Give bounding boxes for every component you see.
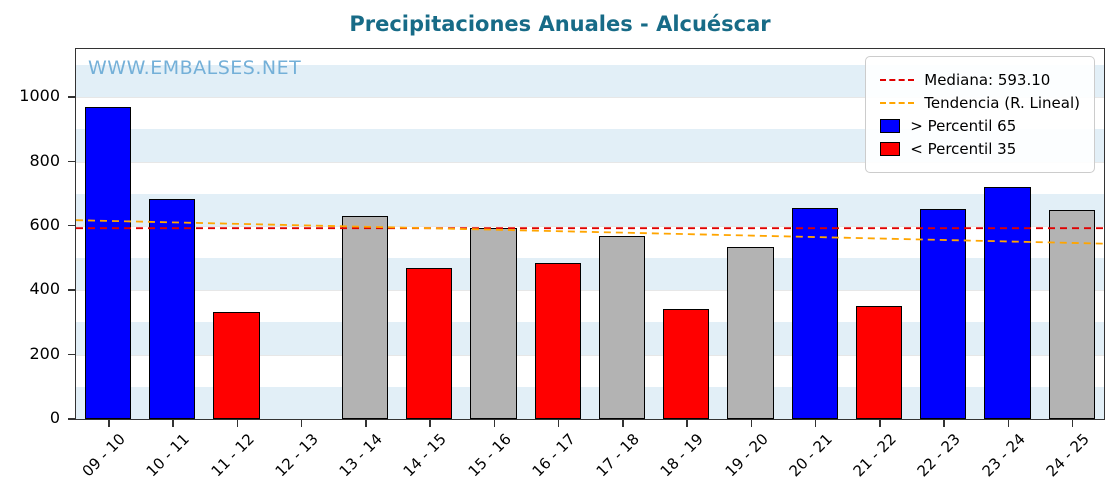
plot-area: WWW.EMBALSES.NET Mediana: 593.10 Tendenc… xyxy=(75,48,1105,420)
watermark: WWW.EMBALSES.NET xyxy=(88,57,302,79)
y-tick-mark xyxy=(68,160,75,163)
x-tick-label: 13 - 14 xyxy=(335,430,386,481)
y-tick-mark xyxy=(68,353,75,356)
bar-13-14 xyxy=(341,216,389,419)
x-tick-label: 10 - 11 xyxy=(142,430,194,481)
x-tick-label: 24 - 25 xyxy=(1042,430,1093,481)
legend-item-trend: Tendencia (R. Lineal) xyxy=(880,94,1080,112)
x-tick-label: 16 - 17 xyxy=(528,430,579,481)
x-tick-mark xyxy=(300,420,303,427)
x-tick-mark xyxy=(943,420,945,427)
x-tick-label: 22 - 23 xyxy=(913,430,965,481)
y-tick-label: 1000 xyxy=(19,86,60,106)
x-tick-label: 20 - 21 xyxy=(785,430,836,481)
legend-label-p35: < Percentil 35 xyxy=(910,140,1017,158)
bar-10-11 xyxy=(149,198,196,419)
bar-22-23 xyxy=(920,209,967,419)
x-tick-label: 23 - 24 xyxy=(978,430,1029,481)
x-tick-label: 18 - 19 xyxy=(656,430,708,481)
bar-19-20 xyxy=(727,246,774,419)
bar-18-19 xyxy=(663,309,710,419)
y-tick-label: 200 xyxy=(29,343,60,363)
y-tick-mark xyxy=(68,96,75,98)
x-tick-mark xyxy=(1071,420,1074,427)
legend-item-p35: < Percentil 35 xyxy=(880,140,1080,158)
legend-label-trend: Tendencia (R. Lineal) xyxy=(924,94,1080,112)
x-tick-mark xyxy=(879,420,881,427)
y-tick-label: 400 xyxy=(29,279,60,299)
bar-11-12 xyxy=(213,312,260,419)
bar-24-25 xyxy=(1048,209,1095,419)
y-tick-label: 800 xyxy=(29,150,60,170)
x-tick-mark xyxy=(108,420,110,427)
y-tick-mark xyxy=(68,289,75,291)
gridline xyxy=(76,97,1104,99)
bar-15-16 xyxy=(470,227,517,419)
legend-label-p65: > Percentil 65 xyxy=(910,117,1017,135)
x-tick-mark xyxy=(686,420,688,427)
x-tick-label: 11 - 12 xyxy=(207,430,258,481)
x-tick-label: 17 - 18 xyxy=(592,430,643,481)
x-tick-label: 15 - 16 xyxy=(464,430,515,481)
y-tick-label: 0 xyxy=(49,408,60,427)
x-tick-mark xyxy=(429,420,431,427)
gridline xyxy=(76,290,1104,292)
legend: Mediana: 593.10 Tendencia (R. Lineal) > … xyxy=(865,56,1095,173)
y-tick-mark xyxy=(68,224,75,227)
x-tick-mark xyxy=(814,420,817,427)
y-tick-label: 600 xyxy=(29,214,60,234)
gridline xyxy=(76,161,1104,163)
bar-17-18 xyxy=(598,235,646,419)
legend-item-median: Mediana: 593.10 xyxy=(880,71,1080,89)
bar-23-24 xyxy=(984,187,1031,419)
y-tick-mark xyxy=(68,418,75,420)
legend-label-median: Mediana: 593.10 xyxy=(924,71,1051,89)
trend-line-sample-icon xyxy=(880,102,915,104)
bar-20-21 xyxy=(791,208,838,419)
bar-16-17 xyxy=(534,262,581,419)
x-tick-mark xyxy=(493,420,496,427)
red-patch-icon xyxy=(880,142,901,156)
x-tick-label: 14 - 15 xyxy=(399,430,451,481)
median-line-sample-icon xyxy=(880,79,915,81)
x-tick-mark xyxy=(750,420,753,427)
x-tick-mark xyxy=(557,420,560,427)
x-tick-mark xyxy=(365,420,367,427)
bar-14-15 xyxy=(406,267,453,419)
bar-09-10 xyxy=(84,106,132,419)
bar-21-22 xyxy=(855,305,903,419)
blue-patch-icon xyxy=(880,119,901,133)
x-tick-label: 09 - 10 xyxy=(78,430,129,481)
x-tick-mark xyxy=(1007,420,1010,427)
x-tick-label: 12 - 13 xyxy=(271,430,322,481)
chart-title: Precipitaciones Anuales - Alcuéscar xyxy=(349,12,771,36)
x-tick-label: 19 - 20 xyxy=(721,430,772,481)
x-tick-mark xyxy=(172,420,174,427)
x-tick-label: 21 - 22 xyxy=(849,430,900,481)
gridline xyxy=(76,354,1104,356)
x-tick-mark xyxy=(236,420,239,427)
legend-item-p65: > Percentil 65 xyxy=(880,117,1080,135)
x-tick-mark xyxy=(622,420,624,427)
